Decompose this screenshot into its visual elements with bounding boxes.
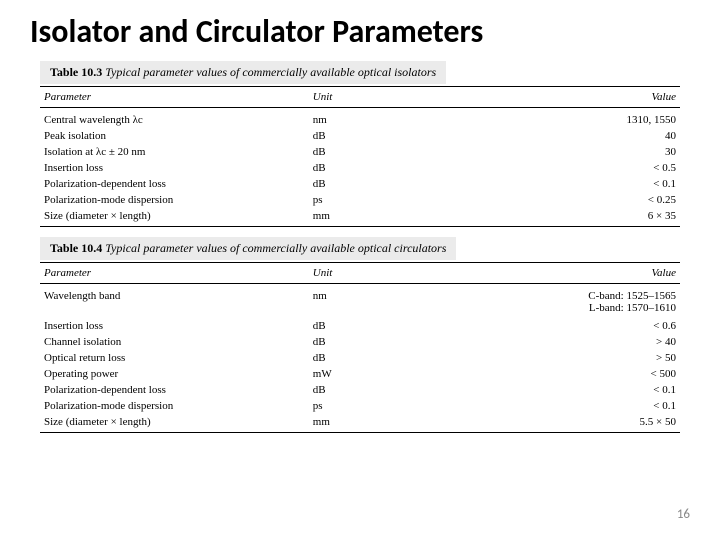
cell-value: 6 × 35 [475, 208, 680, 227]
cell-unit: dB [309, 382, 475, 398]
table-row: Wavelength band nm C-band: 1525–1565 L-b… [40, 284, 680, 317]
table-row: Insertion loss dB < 0.5 [40, 160, 680, 176]
cell-param: Size (diameter × length) [40, 414, 309, 433]
table-number: Table 10.3 [50, 65, 102, 79]
cell-value: C-band: 1525–1565 L-band: 1570–1610 [475, 284, 680, 317]
cell-unit: dB [309, 128, 475, 144]
cell-unit: nm [309, 108, 475, 129]
cell-value: < 0.5 [475, 160, 680, 176]
cell-param: Polarization-dependent loss [40, 176, 309, 192]
cell-param: Wavelength band [40, 284, 309, 317]
table: Parameter Unit Value Wavelength band nm … [40, 262, 680, 433]
cell-value: < 0.25 [475, 192, 680, 208]
cell-param: Size (diameter × length) [40, 208, 309, 227]
cell-unit: dB [309, 144, 475, 160]
table-row: Polarization-dependent loss dB < 0.1 [40, 176, 680, 192]
cell-value: < 0.1 [475, 382, 680, 398]
cell-param: Polarization-dependent loss [40, 382, 309, 398]
cell-unit: dB [309, 160, 475, 176]
cell-param: Polarization-mode dispersion [40, 398, 309, 414]
cell-unit: mm [309, 414, 475, 433]
page-title: Isolator and Circulator Parameters [0, 0, 720, 57]
cell-value: < 0.1 [475, 176, 680, 192]
col-header-value: Value [475, 263, 680, 284]
cell-param: Peak isolation [40, 128, 309, 144]
table-row: Peak isolation dB 40 [40, 128, 680, 144]
cell-value: 5.5 × 50 [475, 414, 680, 433]
col-header-parameter: Parameter [40, 87, 309, 108]
cell-unit: dB [309, 316, 475, 334]
cell-unit: dB [309, 334, 475, 350]
table-row: Central wavelength λc nm 1310, 1550 [40, 108, 680, 129]
table-row: Polarization-mode dispersion ps < 0.25 [40, 192, 680, 208]
cell-unit: mm [309, 208, 475, 227]
cell-value: 30 [475, 144, 680, 160]
table-number: Table 10.4 [50, 241, 102, 255]
cell-param: Central wavelength λc [40, 108, 309, 129]
col-header-value: Value [475, 87, 680, 108]
cell-unit: ps [309, 192, 475, 208]
table-caption: Table 10.3 Typical parameter values of c… [40, 61, 446, 84]
cell-param: Operating power [40, 366, 309, 382]
table-caption: Table 10.4 Typical parameter values of c… [40, 237, 456, 260]
table-row: Operating power mW < 500 [40, 366, 680, 382]
col-header-unit: Unit [309, 87, 475, 108]
cell-unit: dB [309, 176, 475, 192]
table-row: Size (diameter × length) mm 6 × 35 [40, 208, 680, 227]
cell-value: < 0.6 [475, 316, 680, 334]
table-caption-text: Typical parameter values of commercially… [105, 241, 446, 255]
table-row: Isolation at λc ± 20 nm dB 30 [40, 144, 680, 160]
cell-param: Polarization-mode dispersion [40, 192, 309, 208]
table-row: Size (diameter × length) mm 5.5 × 50 [40, 414, 680, 433]
table-row: Polarization-dependent loss dB < 0.1 [40, 382, 680, 398]
cell-param: Channel isolation [40, 334, 309, 350]
table-row: Optical return loss dB > 50 [40, 350, 680, 366]
cell-param: Isolation at λc ± 20 nm [40, 144, 309, 160]
cell-value: < 0.1 [475, 398, 680, 414]
table: Parameter Unit Value Central wavelength … [40, 86, 680, 227]
col-header-parameter: Parameter [40, 263, 309, 284]
cell-unit: nm [309, 284, 475, 317]
cell-param: Insertion loss [40, 160, 309, 176]
table-caption-text: Typical parameter values of commercially… [105, 65, 436, 79]
cell-value: < 500 [475, 366, 680, 382]
table-row: Polarization-mode dispersion ps < 0.1 [40, 398, 680, 414]
cell-unit: mW [309, 366, 475, 382]
cell-unit: dB [309, 350, 475, 366]
cell-value: 1310, 1550 [475, 108, 680, 129]
cell-value: > 40 [475, 334, 680, 350]
cell-value: 40 [475, 128, 680, 144]
table-row: Channel isolation dB > 40 [40, 334, 680, 350]
table-circulators: Table 10.4 Typical parameter values of c… [40, 237, 680, 433]
table-row: Insertion loss dB < 0.6 [40, 316, 680, 334]
cell-value: > 50 [475, 350, 680, 366]
cell-unit: ps [309, 398, 475, 414]
page-number: 16 [677, 507, 690, 522]
table-isolators: Table 10.3 Typical parameter values of c… [40, 61, 680, 227]
cell-param: Optical return loss [40, 350, 309, 366]
cell-param: Insertion loss [40, 316, 309, 334]
col-header-unit: Unit [309, 263, 475, 284]
